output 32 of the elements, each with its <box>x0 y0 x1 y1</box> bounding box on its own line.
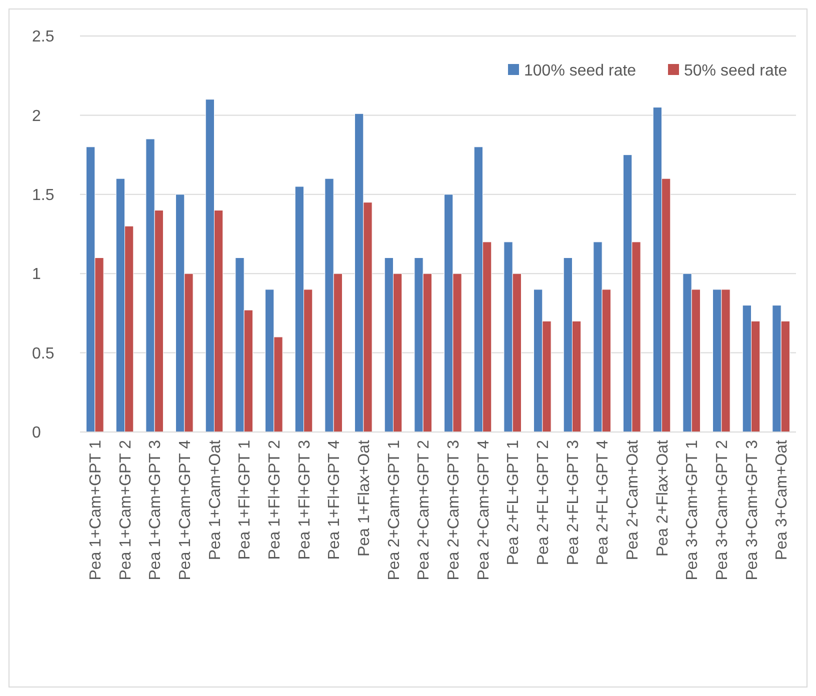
x-tick-label: Pea 1+Fl+GPT 2 <box>266 440 284 560</box>
x-tick-label: Pea 2+FL+GPT 1 <box>505 440 522 566</box>
x-tick-label: Pea 1+Cam+Oat <box>206 439 224 560</box>
x-tick-label: Pea 2+FL+GPT 4 <box>594 440 612 566</box>
x-tick-label: Pea 1+Fl+GPT 4 <box>326 440 344 560</box>
x-tick-label: Pea 1+Fl+GPT 1 <box>236 440 254 560</box>
x-tick-label: Pea 2+FL+GPT 3 <box>564 440 582 566</box>
y-tick-label: 1.5 <box>32 187 54 204</box>
y-tick-label: 0.5 <box>32 345 54 362</box>
x-tick-label: Pea 1+Cam+GPT 3 <box>147 440 164 580</box>
legend-label: 50% seed rate <box>684 62 788 80</box>
x-tick-label: Pea 2+Cam+GPT 3 <box>446 440 463 580</box>
x-tick-label: Pea 2+Cam+GPT 2 <box>416 440 433 580</box>
x-tick-label: Pea 2+Cam+GPT 4 <box>475 440 492 580</box>
y-tick-label: 2.5 <box>32 28 54 46</box>
x-tick-label: Pea 2+Cam+Oat <box>624 439 642 560</box>
legend-label: 100% seed rate <box>524 62 636 80</box>
x-tick-label: Pea 3+Cam+GPT 3 <box>744 440 761 580</box>
x-tick-label: Pea 1+Cam+GPT 1 <box>88 440 105 580</box>
x-tick-label: Pea 3+Cam+Oat <box>774 439 791 560</box>
x-tick-label: Pea 3+Cam+GPT 1 <box>684 440 702 580</box>
y-tick-label: 0 <box>32 424 41 442</box>
x-tick-label: Pea 2+Cam+GPT 1 <box>386 440 403 580</box>
x-tick-label: Pea 1+Cam+GPT 4 <box>177 440 194 580</box>
y-tick-label: 1 <box>32 266 41 284</box>
x-tick-label: Pea 3+Cam+GPT 2 <box>714 440 732 580</box>
x-tick-label: Pea 1+Cam+GPT 2 <box>117 440 134 580</box>
y-tick-label: 2 <box>32 108 41 125</box>
x-tick-label: Pea 1+Flax+Oat <box>356 439 374 557</box>
x-tick-label: Pea 2+Flax+Oat <box>654 439 672 557</box>
x-tick-label: Pea 1+Fl+GPT 3 <box>296 440 314 560</box>
x-tick-label: Pea 2+FL+GPT 2 <box>535 440 552 566</box>
